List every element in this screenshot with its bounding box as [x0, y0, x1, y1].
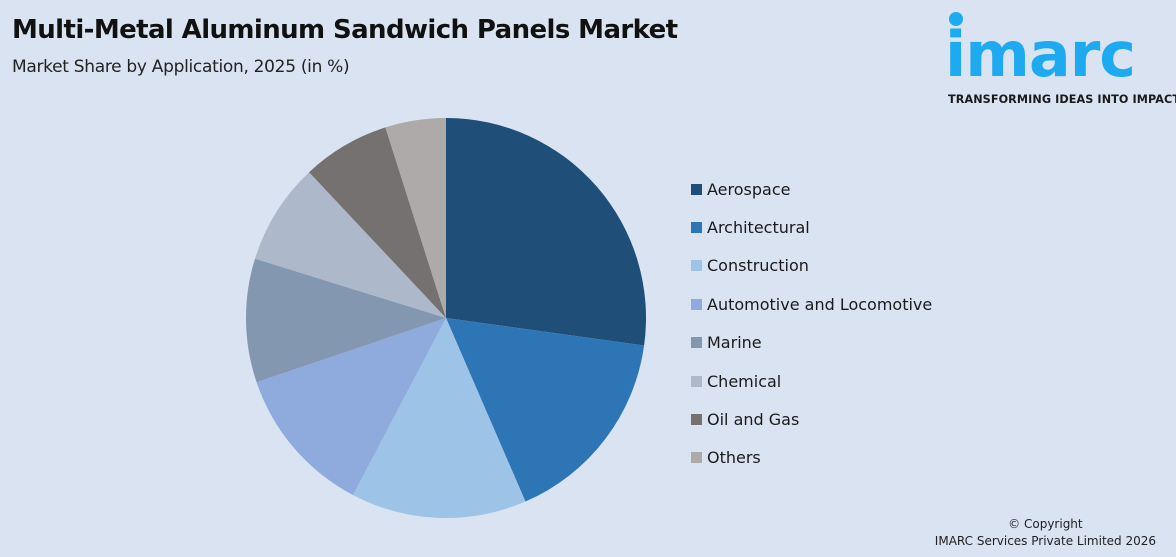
- chart-legend: Aerospace Architectural Construction Automo…: [691, 170, 932, 477]
- logo-wordmark: imarc: [945, 18, 1136, 91]
- legend-label: Oil and Gas: [707, 410, 800, 430]
- legend-item: Others: [691, 439, 932, 477]
- legend-item: Automotive and Locomotive: [691, 285, 932, 323]
- legend-label: Automotive and Locomotive: [707, 294, 933, 314]
- legend-swatch-icon: [691, 222, 702, 234]
- pie-slice-oil-and-gas: [309, 127, 446, 318]
- legend-label: Chemical: [707, 371, 782, 391]
- logo-tagline: TRANSFORMING IDEAS INTO IMPACT: [948, 93, 1176, 106]
- legend-label: Aerospace: [707, 179, 791, 199]
- copyright-line-1: © Copyright: [1008, 517, 1083, 531]
- legend-swatch-icon: [691, 260, 702, 272]
- legend-swatch-icon: [691, 414, 702, 426]
- legend-item: Construction: [691, 247, 932, 285]
- copyright-notice: © Copyright IMARC Services Private Limit…: [935, 516, 1156, 550]
- pie-slice-architectural: [446, 318, 645, 502]
- chart-subtitle: Market Share by Application, 2025 (in %): [12, 57, 350, 77]
- imarc-logo: imarc TRANSFORMING IDEAS INTO IMPACT: [945, 10, 1176, 110]
- pie-slice-automotive-and-locomotive: [256, 318, 446, 496]
- legend-item: Architectural: [691, 208, 932, 246]
- copyright-line-2: IMARC Services Private Limited 2026: [934, 534, 1156, 548]
- legend-swatch-icon: [691, 337, 702, 349]
- legend-label: Others: [707, 448, 761, 468]
- legend-label: Construction: [707, 256, 809, 276]
- legend-swatch-icon: [691, 452, 702, 464]
- legend-item: Aerospace: [691, 170, 932, 208]
- legend-item: Oil and Gas: [691, 400, 932, 438]
- logo-dot-icon: [949, 12, 963, 26]
- pie-slice-chemical: [255, 172, 446, 318]
- legend-label: Architectural: [707, 218, 810, 238]
- legend-swatch-icon: [691, 298, 702, 310]
- legend-swatch-icon: [691, 375, 702, 387]
- legend-swatch-icon: [691, 183, 702, 195]
- legend-item: Marine: [691, 324, 932, 362]
- pie-chart: [246, 118, 646, 518]
- chart-title: Multi-Metal Aluminum Sandwich Panels Mar…: [12, 15, 678, 45]
- pie-slice-aerospace: [446, 118, 646, 346]
- legend-label: Marine: [707, 333, 762, 353]
- pie-slice-construction: [352, 318, 526, 518]
- legend-item: Chemical: [691, 362, 932, 400]
- pie-slice-others: [385, 118, 446, 318]
- pie-slice-marine: [246, 258, 446, 383]
